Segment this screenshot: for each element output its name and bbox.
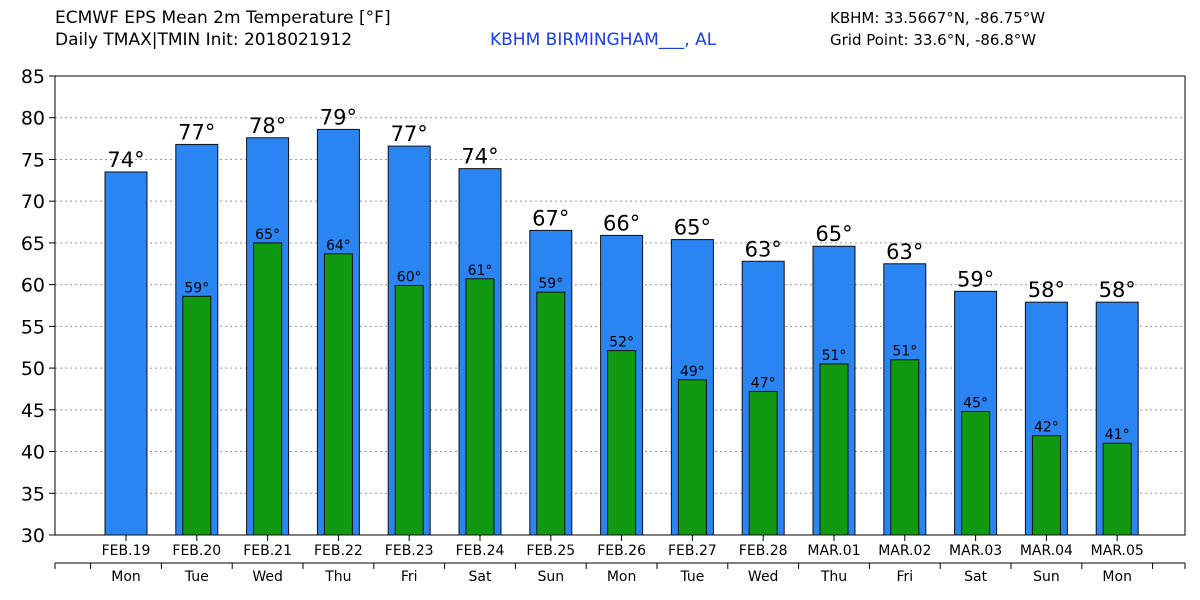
x-tick-label-weekday: Sun xyxy=(1033,569,1060,585)
tmax-value-label: 59° xyxy=(957,267,994,291)
tmin-value-label: 59° xyxy=(538,276,563,292)
y-tick-label: 65 xyxy=(21,233,45,255)
grid-point-coordinates: Grid Point: 33.6°N, -86.8°W xyxy=(830,31,1037,49)
station-name: KBHM BIRMINGHAM___, AL xyxy=(490,30,717,50)
tmin-bar xyxy=(253,242,283,536)
x-tick-label-date: FEB.23 xyxy=(385,543,434,559)
tmin-bar xyxy=(536,291,566,536)
tmin-value-label: 42° xyxy=(1034,420,1059,436)
x-tick-label-weekday: Sat xyxy=(964,569,987,585)
tmax-value-label: 74° xyxy=(461,145,498,169)
tmax-value-label: 63° xyxy=(886,240,923,264)
tmin-value-label: 52° xyxy=(609,335,634,351)
chart-subtitle: Daily TMAX|TMIN Init: 2018021912 xyxy=(55,30,353,50)
tmin-bar xyxy=(890,359,920,536)
tmax-bar xyxy=(104,171,148,536)
tmin-bar xyxy=(607,350,637,536)
x-tick-label-weekday: Tue xyxy=(679,569,704,585)
x-tick-label-date: MAR.01 xyxy=(807,543,860,559)
tmin-bar xyxy=(323,253,353,536)
tmin-bar xyxy=(819,363,849,536)
tmax-value-label: 78° xyxy=(249,114,286,138)
tmin-value-label: 51° xyxy=(892,344,917,360)
x-tick-label-weekday: Thu xyxy=(820,569,847,585)
tmin-bar xyxy=(394,284,424,536)
x-tick-label-weekday: Fri xyxy=(896,569,913,585)
x-tick-label-weekday: Wed xyxy=(748,569,779,585)
x-tick-label-weekday: Wed xyxy=(252,569,283,585)
y-tick-label: 30 xyxy=(21,525,45,547)
tmin-value-label: 65° xyxy=(255,227,280,243)
x-tick-label-date: FEB.24 xyxy=(456,543,505,559)
y-tick-label: 40 xyxy=(21,442,45,464)
x-tick-label-date: MAR.02 xyxy=(878,543,931,559)
y-tick-label: 70 xyxy=(21,191,45,213)
x-tick-label-weekday: Tue xyxy=(184,569,209,585)
tmin-value-label: 45° xyxy=(963,395,988,411)
x-tick-label-date: FEB.21 xyxy=(243,543,292,559)
tmin-bar xyxy=(1031,435,1061,536)
y-tick-label: 50 xyxy=(21,358,45,380)
x-tick-label-date: MAR.04 xyxy=(1020,543,1073,559)
y-tick-label: 80 xyxy=(21,108,45,130)
x-tick-label-weekday: Sat xyxy=(469,569,492,585)
x-tick-label-date: MAR.05 xyxy=(1091,543,1144,559)
tmin-value-label: 61° xyxy=(468,263,493,279)
tmin-value-label: 41° xyxy=(1105,427,1130,443)
tmin-value-label: 51° xyxy=(822,348,847,364)
tmax-value-label: 79° xyxy=(320,105,357,129)
x-tick-label-date: FEB.19 xyxy=(102,543,151,559)
tmin-value-label: 47° xyxy=(751,375,776,391)
tmin-value-label: 59° xyxy=(184,280,209,296)
y-tick-label: 85 xyxy=(21,66,45,88)
x-tick-label-date: FEB.20 xyxy=(172,543,221,559)
tmin-bar xyxy=(677,379,707,536)
tmax-value-label: 77° xyxy=(178,120,215,144)
x-tick-label-date: FEB.26 xyxy=(597,543,646,559)
x-tick-label-weekday: Mon xyxy=(111,569,141,585)
x-tick-label-weekday: Fri xyxy=(401,569,418,585)
tmax-value-label: 65° xyxy=(815,222,852,246)
tmax-value-label: 63° xyxy=(745,237,782,261)
x-tick-label-date: FEB.25 xyxy=(526,543,575,559)
y-tick-label: 35 xyxy=(21,483,45,505)
y-tick-label: 75 xyxy=(21,149,45,171)
y-tick-label: 60 xyxy=(21,275,45,297)
tmin-bar xyxy=(1102,442,1132,536)
station-coordinates: KBHM: 33.5667°N, -86.75°W xyxy=(830,9,1046,27)
tmax-value-label: 65° xyxy=(674,216,711,240)
x-tick-label-weekday: Thu xyxy=(324,569,351,585)
chart-title: ECMWF EPS Mean 2m Temperature [°F] xyxy=(55,8,391,28)
tmin-value-label: 64° xyxy=(326,238,351,254)
tmin-bar xyxy=(961,410,991,536)
tmax-value-label: 74° xyxy=(107,148,144,172)
tmin-bar xyxy=(748,390,778,536)
tmin-bar xyxy=(465,278,495,536)
tmin-value-label: 60° xyxy=(397,269,422,285)
tmax-value-label: 77° xyxy=(391,122,428,146)
x-tick-label-date: FEB.27 xyxy=(668,543,717,559)
x-tick-label-date: FEB.28 xyxy=(739,543,788,559)
tmax-value-label: 66° xyxy=(603,211,640,235)
tmax-value-label: 67° xyxy=(532,206,569,230)
y-tick-label: 45 xyxy=(21,400,45,422)
y-tick-label: 55 xyxy=(21,316,45,338)
x-tick-label-date: MAR.03 xyxy=(949,543,1002,559)
tmin-value-label: 49° xyxy=(680,364,705,380)
tmin-bar xyxy=(182,295,212,536)
x-tick-label-weekday: Mon xyxy=(607,569,637,585)
tmax-value-label: 58° xyxy=(1099,278,1136,302)
x-tick-label-weekday: Mon xyxy=(1102,569,1132,585)
x-tick-label-date: FEB.22 xyxy=(314,543,363,559)
x-tick-label-weekday: Sun xyxy=(537,569,564,585)
tmax-value-label: 58° xyxy=(1028,278,1065,302)
